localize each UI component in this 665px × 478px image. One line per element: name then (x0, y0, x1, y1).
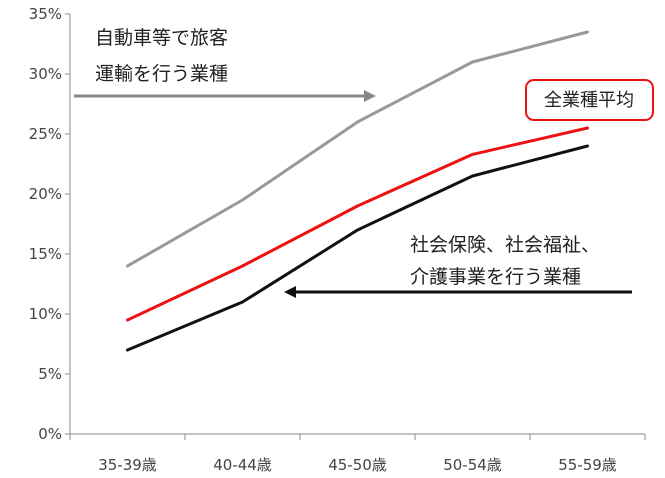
y-tick-label: 10% (29, 305, 62, 323)
annotation-passenger-arrowhead (364, 90, 376, 102)
annotation-passenger-line1: 自動車等で旅客 (95, 27, 228, 49)
x-tick-label: 40-44歳 (213, 456, 272, 474)
y-tick-label: 30% (29, 65, 62, 83)
y-tick-label: 15% (29, 245, 62, 263)
series-line-0 (126, 30, 589, 268)
series-line-2 (126, 144, 589, 352)
x-tick-label: 55-59歳 (558, 456, 617, 474)
annotation-passenger-line2: 運輸を行う業種 (95, 63, 228, 85)
annotation-average-box (525, 79, 654, 121)
annotation-welfare-line1: 社会保険、社会福祉、 (410, 234, 600, 256)
x-tick-label: 35-39歳 (98, 456, 157, 474)
y-tick-label: 5% (38, 365, 62, 383)
y-tick-label: 35% (29, 5, 62, 23)
y-tick-label: 0% (38, 425, 62, 443)
annotation-average-label: 全業種平均 (544, 90, 634, 111)
y-tick-label: 25% (29, 125, 62, 143)
x-tick-label: 45-50歳 (328, 456, 387, 474)
series-line-1 (126, 126, 589, 322)
annotation-welfare-line2: 介護事業を行う業種 (410, 266, 581, 288)
annotation-welfare-arrowhead (284, 286, 296, 298)
x-tick-label: 50-54歳 (443, 456, 502, 474)
y-tick-label: 20% (29, 185, 62, 203)
